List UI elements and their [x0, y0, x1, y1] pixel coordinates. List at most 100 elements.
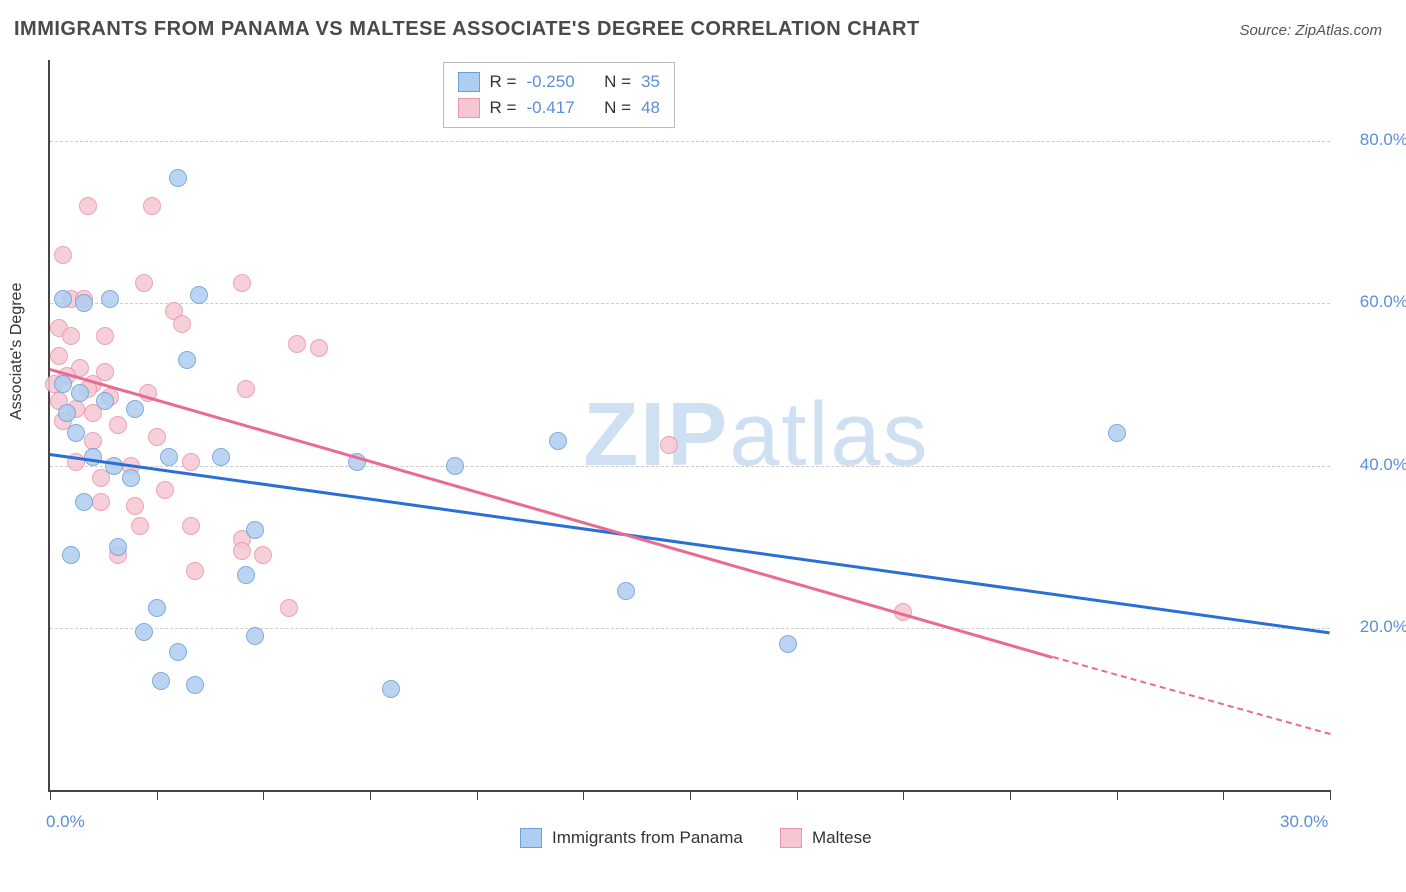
point-series-a: [75, 493, 93, 511]
chart-title: IMMIGRANTS FROM PANAMA VS MALTESE ASSOCI…: [14, 18, 920, 41]
x-tick: [1223, 790, 1224, 800]
point-series-a: [54, 375, 72, 393]
point-series-a: [246, 521, 264, 539]
point-series-a: [169, 169, 187, 187]
y-tick-label: 20.0%: [1360, 617, 1406, 637]
x-tick: [797, 790, 798, 800]
point-series-a: [135, 623, 153, 641]
y-tick-label: 60.0%: [1360, 292, 1406, 312]
point-series-b: [62, 327, 80, 345]
gridline: [50, 628, 1330, 629]
legend-swatch: [458, 98, 480, 118]
x-tick: [1117, 790, 1118, 800]
x-tick-label: 0.0%: [46, 812, 85, 832]
stats-n-label: N =: [604, 69, 631, 95]
point-series-a: [109, 538, 127, 556]
point-series-a: [246, 627, 264, 645]
point-series-b: [54, 246, 72, 264]
point-series-a: [237, 566, 255, 584]
point-series-b: [186, 562, 204, 580]
trend-line-b-dash: [1052, 656, 1330, 735]
point-series-a: [446, 457, 464, 475]
stats-n-label: N =: [604, 95, 631, 121]
stats-n-value: 35: [641, 69, 660, 95]
point-series-b: [288, 335, 306, 353]
x-tick: [1010, 790, 1011, 800]
gridline: [50, 141, 1330, 142]
point-series-b: [233, 542, 251, 560]
point-series-a: [126, 400, 144, 418]
point-series-a: [101, 290, 119, 308]
legend-label: Maltese: [812, 828, 872, 848]
point-series-a: [178, 351, 196, 369]
point-series-b: [173, 315, 191, 333]
point-series-b: [135, 274, 153, 292]
point-series-a: [1108, 424, 1126, 442]
point-series-a: [382, 680, 400, 698]
point-series-a: [58, 404, 76, 422]
point-series-b: [143, 197, 161, 215]
legend-swatch: [520, 828, 542, 848]
stats-r-value: -0.250: [526, 69, 574, 95]
legend-swatch: [780, 828, 802, 848]
legend-label: Immigrants from Panama: [552, 828, 743, 848]
stats-box: R =-0.250 N =35R =-0.417 N =48: [443, 62, 675, 128]
plot-area: ZIPatlas R =-0.250 N =35R =-0.417 N =48 …: [48, 60, 1330, 792]
point-series-a: [160, 448, 178, 466]
point-series-b: [310, 339, 328, 357]
point-series-b: [156, 481, 174, 499]
point-series-b: [182, 453, 200, 471]
x-tick: [370, 790, 371, 800]
point-series-b: [92, 493, 110, 511]
point-series-b: [254, 546, 272, 564]
x-tick: [50, 790, 51, 800]
point-series-b: [126, 497, 144, 515]
source-label: Source: ZipAtlas.com: [1239, 22, 1382, 39]
y-tick-label: 40.0%: [1360, 455, 1406, 475]
point-series-a: [169, 643, 187, 661]
trend-line-b: [50, 368, 1053, 658]
point-series-a: [212, 448, 230, 466]
point-series-b: [660, 436, 678, 454]
point-series-b: [237, 380, 255, 398]
legend-item: Maltese: [780, 828, 872, 848]
y-axis-title: Associate's Degree: [8, 283, 26, 420]
x-tick: [263, 790, 264, 800]
point-series-b: [182, 517, 200, 535]
watermark: ZIPatlas: [583, 384, 929, 487]
point-series-b: [233, 274, 251, 292]
stats-r-label: R =: [490, 69, 517, 95]
x-tick-label: 30.0%: [1280, 812, 1328, 832]
point-series-a: [779, 635, 797, 653]
gridline: [50, 466, 1330, 467]
watermark-rest: atlas: [729, 385, 929, 485]
point-series-a: [54, 290, 72, 308]
point-series-b: [79, 197, 97, 215]
gridline: [50, 303, 1330, 304]
x-tick: [477, 790, 478, 800]
point-series-a: [152, 672, 170, 690]
stats-row: R = -0.250 N = 35: [458, 69, 660, 95]
y-tick-label: 80.0%: [1360, 130, 1406, 150]
x-tick: [903, 790, 904, 800]
x-tick: [690, 790, 691, 800]
point-series-a: [67, 424, 85, 442]
stats-r-label: R =: [490, 95, 517, 121]
stats-r-value: -0.417: [526, 95, 574, 121]
point-series-b: [280, 599, 298, 617]
point-series-a: [549, 432, 567, 450]
point-series-a: [96, 392, 114, 410]
point-series-a: [122, 469, 140, 487]
point-series-b: [148, 428, 166, 446]
point-series-a: [148, 599, 166, 617]
point-series-a: [186, 676, 204, 694]
watermark-bold: ZIP: [583, 385, 729, 485]
point-series-b: [109, 416, 127, 434]
legend-swatch: [458, 72, 480, 92]
point-series-a: [62, 546, 80, 564]
point-series-a: [105, 457, 123, 475]
point-series-a: [75, 294, 93, 312]
point-series-a: [617, 582, 635, 600]
point-series-b: [50, 347, 68, 365]
x-tick: [157, 790, 158, 800]
